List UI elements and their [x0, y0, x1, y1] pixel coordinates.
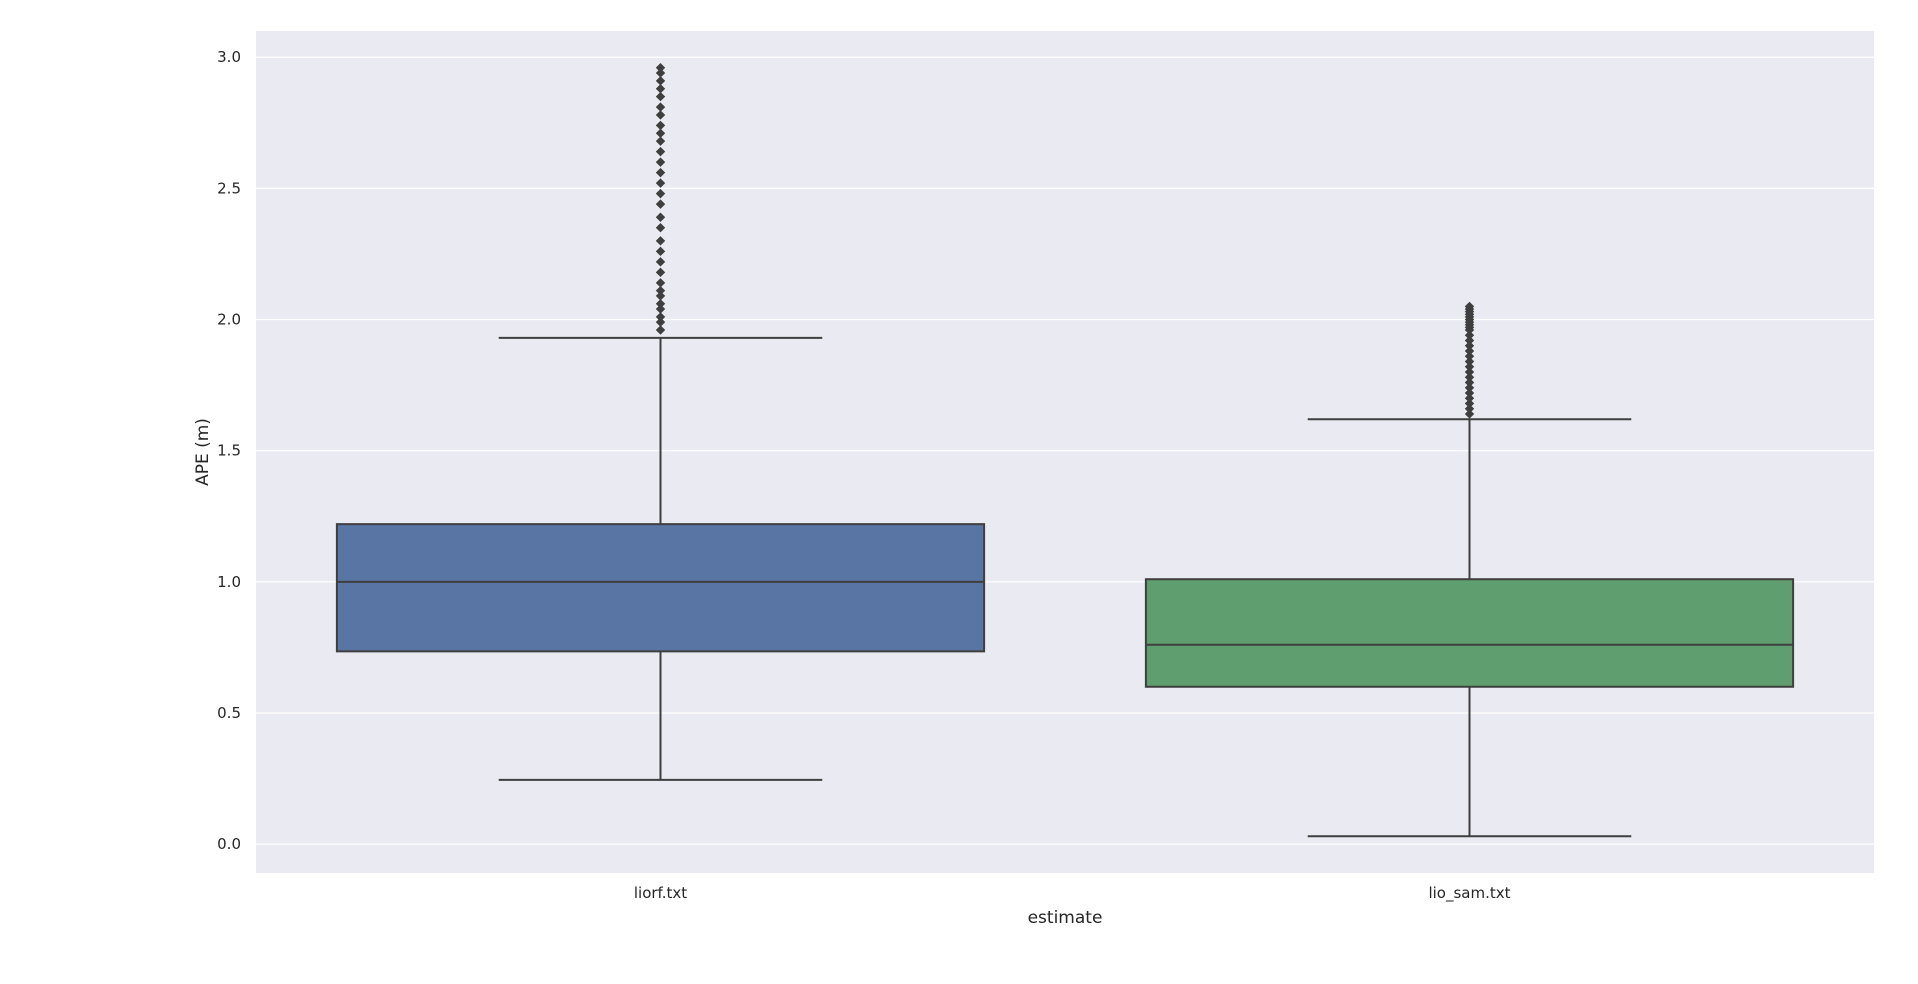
y-tick-label: 0.0: [217, 835, 241, 853]
outlier-point: [655, 278, 666, 288]
x-tick-labels: liorf.txt lio_sam.txt: [634, 884, 1511, 903]
outlier-point: [1464, 409, 1475, 419]
outlier-point: [655, 267, 666, 278]
outlier-point: [655, 325, 666, 335]
outlier-point: [1464, 383, 1475, 393]
outlier-point: [655, 167, 666, 178]
outlier-point: [1464, 393, 1475, 403]
outlier-point: [1464, 301, 1475, 312]
outlier-point: [1464, 377, 1475, 388]
outlier-point: [1464, 341, 1475, 351]
outlier-point: [655, 304, 666, 314]
box-group: [1144, 301, 1795, 838]
outlier-point: [1464, 388, 1475, 398]
outlier-point: [655, 317, 666, 327]
plot-area: [256, 31, 1874, 873]
outlier-point: [655, 63, 666, 73]
y-tick-label: 1.0: [217, 573, 241, 591]
outlier-point: [655, 76, 666, 86]
outlier-point: [655, 157, 666, 167]
outlier-point: [1464, 356, 1475, 367]
outlier-point: [655, 102, 666, 112]
box-iqr: [335, 523, 986, 653]
y-tick-label: 3.0: [217, 48, 241, 66]
outlier-point: [655, 285, 666, 296]
y-axis-label: APE (m): [193, 418, 213, 486]
outlier-point: [1464, 330, 1475, 340]
outlier-point: [655, 128, 666, 139]
box-iqr: [1144, 578, 1795, 688]
outlier-point: [655, 188, 666, 199]
outlier-point: [1464, 335, 1475, 346]
outlier-point: [1464, 351, 1475, 361]
outlier-point: [1464, 362, 1475, 372]
outlier-point: [655, 257, 666, 267]
outlier-point: [655, 223, 666, 233]
outlier-point: [1464, 404, 1475, 414]
boxes: [335, 63, 1795, 838]
outlier-point: [1464, 367, 1475, 377]
y-tick-label: 2.5: [217, 179, 241, 197]
x-tick-label: lio_sam.txt: [1428, 884, 1510, 903]
outlier-point: [655, 91, 666, 102]
outlier-point: [655, 212, 666, 222]
outlier-point: [655, 199, 666, 209]
outlier-point: [655, 299, 666, 309]
outlier-point: [1464, 346, 1475, 356]
y-tick-labels: 0.0 0.5 1.0 1.5 2.0 2.5 3.0: [217, 48, 241, 853]
outlier-point: [655, 146, 666, 157]
y-tick-label: 2.0: [217, 311, 241, 329]
outlier-point: [655, 312, 666, 322]
y-tick-label: 1.5: [217, 442, 241, 460]
x-axis-label: estimate: [1028, 908, 1103, 928]
x-tick-label: liorf.txt: [634, 884, 687, 902]
outlier-point: [655, 178, 666, 188]
outlier-point: [655, 291, 666, 301]
outlier-point: [1464, 398, 1475, 409]
outlier-point: [655, 236, 666, 246]
outlier-point: [655, 120, 666, 131]
outlier-point: [1464, 372, 1475, 382]
outlier-point: [655, 84, 666, 94]
outlier-point: [655, 246, 666, 257]
y-tick-label: 0.5: [217, 704, 241, 722]
outlier-point: [655, 68, 666, 78]
outlier-point: [655, 110, 666, 120]
box-group: [335, 63, 986, 781]
outlier-point: [655, 136, 666, 146]
